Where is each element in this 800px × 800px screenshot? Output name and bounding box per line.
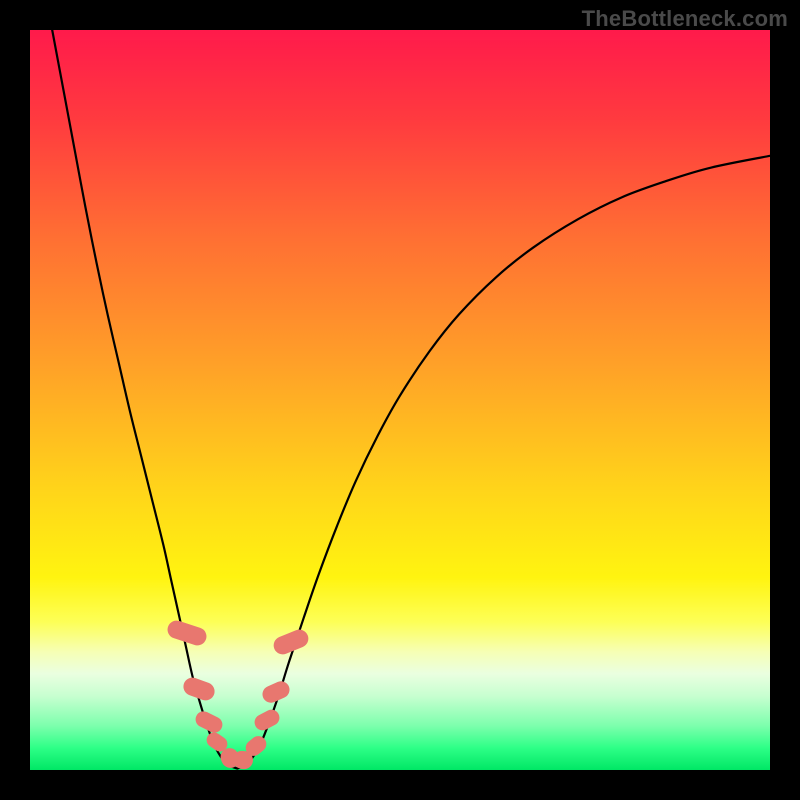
left-arm-curve [52, 30, 237, 769]
curve-layer [30, 30, 770, 770]
watermark-text: TheBottleneck.com [582, 6, 788, 32]
right-arm-curve [237, 156, 770, 769]
plot-area [30, 30, 770, 770]
outer-frame: TheBottleneck.com [0, 0, 800, 800]
